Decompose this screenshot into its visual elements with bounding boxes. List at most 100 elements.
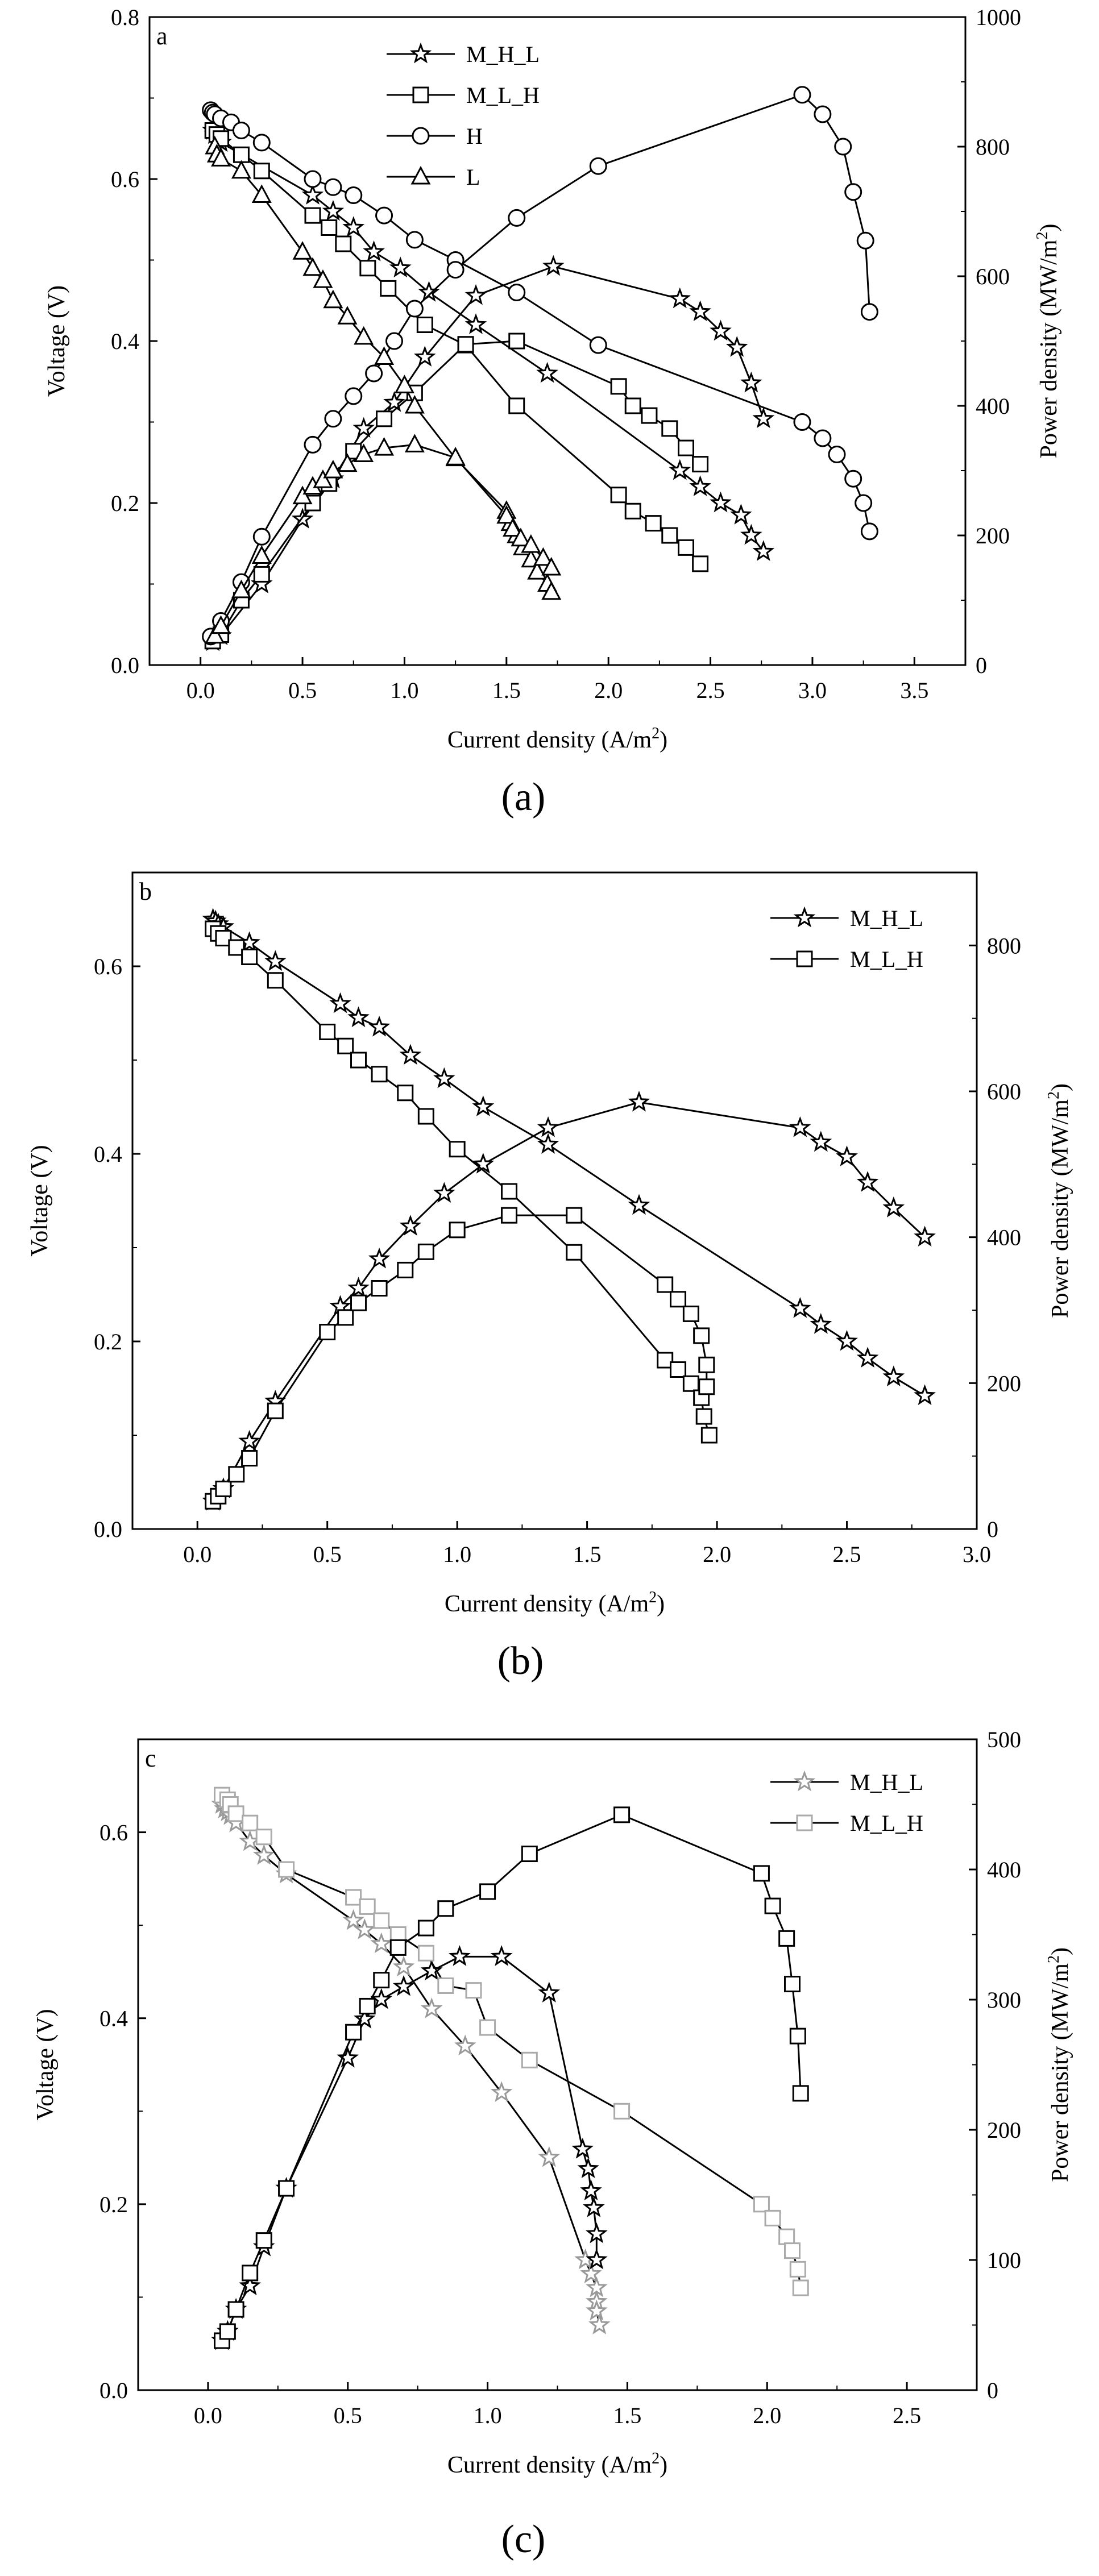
x-axis-title: Current density (A/m2) bbox=[445, 1589, 665, 1617]
voltage-point bbox=[345, 186, 363, 204]
x-tick-label: 3.0 bbox=[963, 1542, 991, 1567]
voltage-point bbox=[322, 200, 345, 221]
voltage-point bbox=[538, 2146, 561, 2167]
power-point bbox=[844, 183, 862, 201]
voltage-point bbox=[764, 2209, 781, 2226]
voltage-point bbox=[624, 502, 641, 520]
voltage-point bbox=[252, 1844, 275, 1865]
power-point bbox=[465, 284, 487, 305]
voltage-point bbox=[613, 2103, 631, 2120]
x-tick-label: 0.0 bbox=[183, 1542, 211, 1567]
voltage-point bbox=[508, 397, 525, 414]
power-point bbox=[251, 545, 272, 564]
legend-marker bbox=[796, 1814, 813, 1831]
power-point bbox=[319, 1324, 336, 1340]
y2-tick-label: 600 bbox=[987, 1079, 1021, 1104]
x-axis-title: Current density (A/m2) bbox=[447, 725, 667, 753]
voltage-point bbox=[682, 1375, 699, 1392]
voltage-point bbox=[882, 1365, 905, 1387]
voltage-point bbox=[345, 1889, 362, 1906]
power-point bbox=[521, 1846, 538, 1863]
x-tick-label: 3.5 bbox=[900, 678, 928, 703]
y2-tick-label: 100 bbox=[987, 2247, 1021, 2273]
power-point bbox=[376, 410, 393, 427]
voltage-point bbox=[710, 491, 732, 513]
power-curve-line bbox=[212, 340, 701, 642]
power-point bbox=[242, 2265, 259, 2282]
series-h bbox=[202, 86, 878, 646]
x-axis-title-tail: ) bbox=[660, 2452, 667, 2478]
legend-marker bbox=[410, 165, 431, 185]
voltage-point bbox=[292, 241, 313, 260]
power-point bbox=[496, 505, 517, 524]
power-point bbox=[446, 261, 465, 279]
series-l bbox=[205, 135, 562, 644]
y2-axis-title-tail: ) bbox=[1047, 1947, 1073, 1955]
x-tick-label: 0.0 bbox=[186, 678, 215, 703]
power-point bbox=[537, 1116, 559, 1137]
power-point bbox=[586, 2248, 608, 2270]
power-point bbox=[789, 2027, 806, 2045]
power-point bbox=[789, 1116, 811, 1137]
x-tick-label: 1.5 bbox=[573, 1542, 602, 1567]
power-point bbox=[793, 86, 811, 104]
voltage-point bbox=[753, 2196, 770, 2213]
power-point bbox=[215, 1480, 232, 1497]
power-point bbox=[692, 456, 709, 473]
y2-axis-title-sup: 2 bbox=[1034, 232, 1051, 240]
power-point bbox=[414, 346, 436, 367]
series-m-l-h bbox=[204, 122, 709, 650]
power-curve-line bbox=[221, 1814, 802, 2341]
power-point bbox=[211, 615, 231, 634]
voltage-point bbox=[375, 206, 393, 225]
voltage-point bbox=[537, 1133, 559, 1154]
voltage-point bbox=[628, 1194, 650, 1215]
voltage-point bbox=[374, 346, 395, 365]
voltage-point bbox=[370, 1932, 393, 1954]
legend-marker bbox=[412, 86, 429, 103]
x-tick-label: 2.0 bbox=[594, 678, 623, 703]
x-tick-label: 0.5 bbox=[313, 1542, 342, 1567]
voltage-point bbox=[371, 1066, 388, 1083]
power-point bbox=[304, 435, 322, 454]
voltage-point bbox=[645, 515, 662, 532]
voltage-point bbox=[536, 362, 558, 383]
voltage-point bbox=[231, 160, 251, 179]
power-point bbox=[354, 443, 374, 462]
y-tick-label: 0.8 bbox=[111, 5, 139, 30]
y2-axis-title-main: Power density (MW/m bbox=[1047, 1099, 1073, 1318]
power-point bbox=[405, 300, 424, 318]
legend-label: L bbox=[466, 164, 480, 190]
x-tick-label: 1.0 bbox=[474, 2403, 502, 2428]
voltage-point bbox=[329, 992, 351, 1013]
y2-tick-label: 500 bbox=[987, 1727, 1021, 1752]
voltage-point bbox=[321, 219, 338, 236]
legend-label: H bbox=[466, 123, 483, 149]
panel-letter: b bbox=[139, 878, 152, 905]
chart-panel-b: 0.0 0.5 1.0 1.5 2.0 2.5 3.0 0.0 0.2 0.4 0.6 0 200 400… bbox=[27, 871, 1073, 1683]
y-tick-label: 0.0 bbox=[94, 1516, 122, 1542]
power-point bbox=[374, 437, 395, 456]
y2-tick-label: 1000 bbox=[976, 5, 1021, 30]
y2-axis-title: Power density (MW/m2) bbox=[1045, 1947, 1073, 2182]
voltage-point bbox=[793, 413, 811, 431]
voltage-point bbox=[740, 523, 762, 545]
legend-label: M_L_H bbox=[850, 946, 923, 972]
x-tick-label: 0.5 bbox=[334, 2403, 362, 2428]
voltage-point bbox=[337, 1037, 354, 1054]
power-point bbox=[610, 378, 627, 395]
power-point bbox=[810, 1131, 832, 1152]
voltage-point bbox=[860, 522, 878, 541]
power-point bbox=[628, 1090, 650, 1112]
voltage-curve-line bbox=[221, 1804, 600, 2325]
voltage-point bbox=[354, 326, 374, 345]
voltage-point bbox=[610, 487, 627, 504]
y2-tick-label: 200 bbox=[976, 523, 1010, 549]
y-tick-label: 0.6 bbox=[99, 1820, 128, 1846]
power-point bbox=[337, 2046, 359, 2068]
x-tick-label: 1.0 bbox=[390, 678, 418, 703]
voltage-point bbox=[855, 494, 873, 512]
y-axis-title: Voltage (V) bbox=[27, 1145, 53, 1256]
power-point bbox=[784, 1976, 801, 1993]
power-curve-line bbox=[212, 1101, 926, 1502]
